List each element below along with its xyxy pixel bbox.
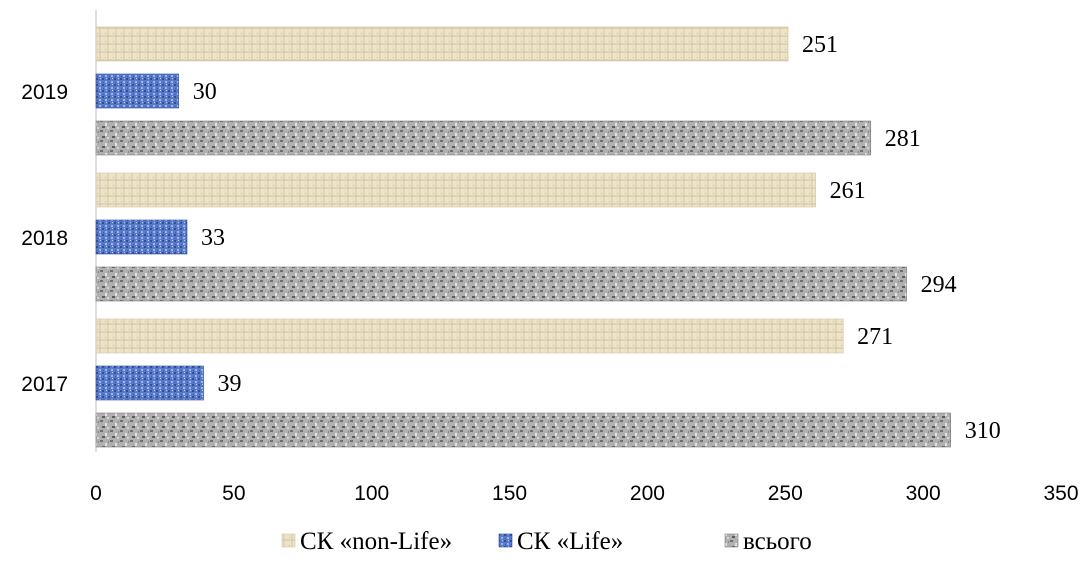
bar-total-2018	[95, 266, 907, 302]
legend-swatch-life	[498, 533, 513, 548]
data-label-life-2017: 39	[218, 371, 242, 397]
bar-life-2019	[95, 73, 180, 109]
legend-label-non-life: СК «non-Life»	[300, 528, 452, 555]
x-tick-label-0: 0	[90, 482, 102, 505]
category-label-2018: 2018	[21, 227, 68, 250]
legend: СК «non-Life» СК «Life» всього	[281, 528, 812, 555]
x-tick-label-200: 200	[630, 482, 665, 505]
data-label-life-2019: 30	[193, 79, 217, 105]
bar-non-life-2017	[95, 318, 844, 354]
x-tick-label-250: 250	[768, 482, 803, 505]
x-tick-labels-group: 0 50 100 150 200 250 300 350	[90, 482, 1078, 505]
data-label-non-life-2018: 261	[830, 178, 866, 204]
legend-swatch-total	[724, 533, 739, 548]
data-label-total-2018: 294	[921, 272, 957, 298]
x-tick-label-150: 150	[492, 482, 527, 505]
bar-total-2019	[95, 120, 872, 156]
x-tick-label-100: 100	[354, 482, 389, 505]
bar-non-life-2018	[95, 172, 816, 208]
data-label-total-2019: 281	[885, 126, 921, 152]
legend-label-life: СК «Life»	[517, 528, 623, 555]
data-label-non-life-2019: 251	[802, 32, 838, 58]
category-label-2019: 2019	[21, 81, 68, 104]
x-tick-label-350: 350	[1043, 482, 1078, 505]
data-label-total-2017: 310	[965, 418, 1001, 444]
legend-swatch-non-life	[281, 533, 296, 548]
bar-non-life-2019	[95, 26, 789, 62]
value-labels-group: 251 30 281 261 33 294 271 39 310	[193, 32, 1001, 444]
category-labels-group: 2019 2018 2017	[21, 81, 68, 396]
data-label-non-life-2017: 271	[857, 324, 893, 350]
bar-total-2017	[95, 412, 952, 448]
category-label-2017: 2017	[21, 373, 68, 396]
bars-group	[95, 26, 952, 448]
bar-life-2017	[95, 365, 204, 401]
data-label-life-2018: 33	[201, 225, 225, 251]
bar-life-2018	[95, 219, 188, 255]
x-tick-label-50: 50	[222, 482, 245, 505]
x-tick-label-300: 300	[906, 482, 941, 505]
legend-label-total: всього	[743, 528, 812, 555]
